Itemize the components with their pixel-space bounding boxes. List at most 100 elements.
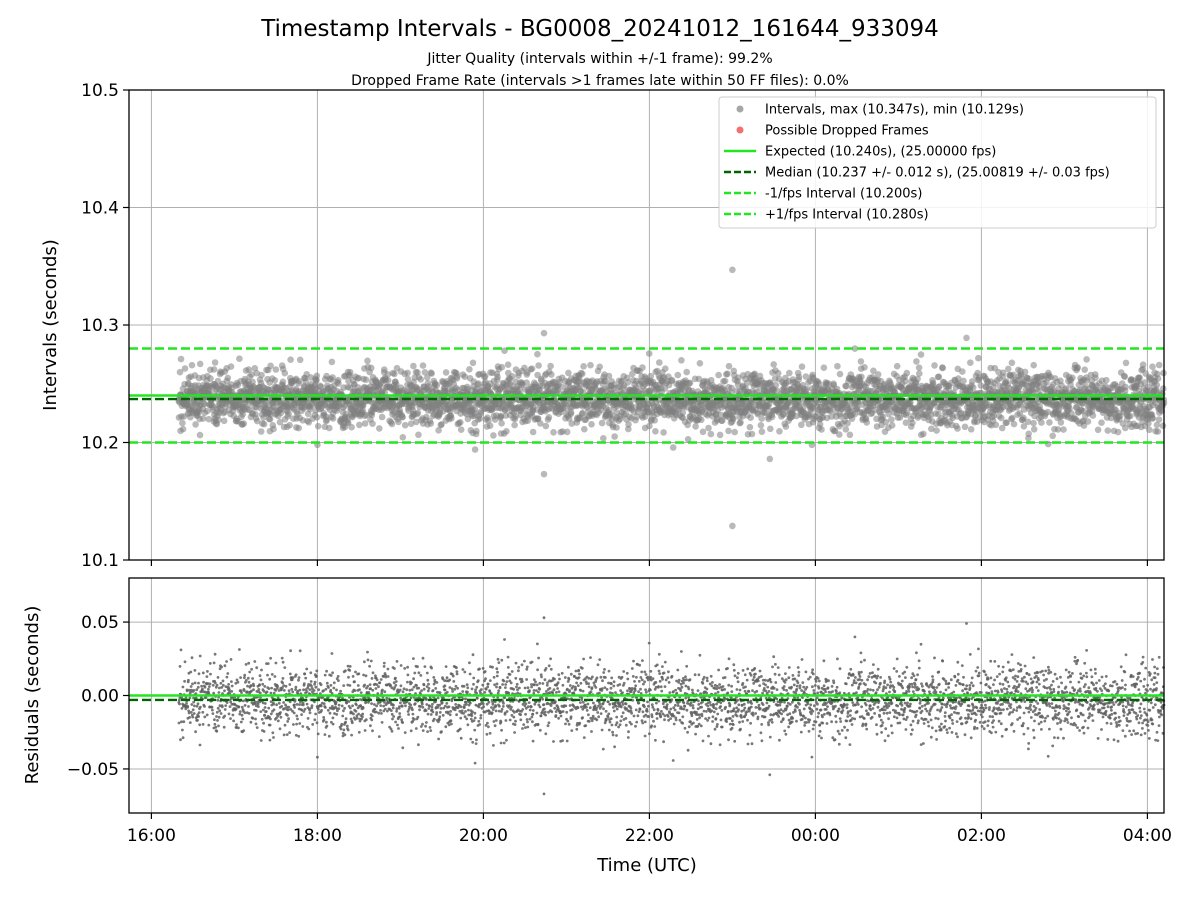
interval-point <box>692 423 699 430</box>
interval-point <box>404 369 411 377</box>
interval-point <box>1057 419 1065 426</box>
interval-point <box>748 430 756 438</box>
residual-point <box>316 732 320 736</box>
residual-point <box>180 720 183 724</box>
interval-point <box>699 428 707 436</box>
interval-point <box>457 419 464 426</box>
interval-point <box>758 428 766 436</box>
residual-point <box>377 735 381 738</box>
residual-point <box>291 690 295 694</box>
residual-point <box>201 723 205 726</box>
residual-point <box>342 728 346 732</box>
interval-point <box>295 377 303 385</box>
residual-point <box>189 710 193 714</box>
residual-point <box>344 720 347 724</box>
residual-point <box>197 711 201 714</box>
interval-point <box>227 363 235 370</box>
residual-point <box>223 708 227 711</box>
interval-point <box>179 425 187 433</box>
interval-point <box>511 421 518 429</box>
residual-point <box>196 702 200 706</box>
residual-point <box>332 686 336 690</box>
interval-point <box>846 431 854 439</box>
interval-point <box>1121 373 1129 381</box>
interval-point <box>391 370 398 378</box>
residual-point <box>182 720 186 724</box>
interval-point <box>1155 416 1163 423</box>
interval-point <box>818 426 825 433</box>
residual-point <box>313 680 317 684</box>
residual-point <box>217 691 221 694</box>
interval-point <box>656 359 663 366</box>
residual-point <box>196 685 200 689</box>
residual-point <box>326 708 330 712</box>
residual-point <box>223 664 227 668</box>
residual-point <box>215 683 219 687</box>
residual-point <box>193 681 197 685</box>
residual-point <box>184 696 188 700</box>
interval-point <box>428 370 435 377</box>
interval-point <box>679 409 687 416</box>
residual-point <box>348 684 352 687</box>
residual-point <box>213 718 216 722</box>
interval-point <box>314 422 322 430</box>
residual-point <box>218 686 221 690</box>
residual-point <box>366 684 370 688</box>
residual-point <box>194 730 198 734</box>
interval-point <box>782 423 790 430</box>
residual-point <box>305 667 309 671</box>
residual-point <box>297 734 301 738</box>
residual-point <box>351 704 354 708</box>
residual-point <box>266 662 270 665</box>
interval-point <box>547 362 554 370</box>
interval-point <box>427 420 435 427</box>
residual-point <box>269 691 273 695</box>
residual-point <box>276 719 280 723</box>
residual-point <box>221 679 225 683</box>
interval-point <box>272 366 280 373</box>
interval-point <box>786 369 793 377</box>
residual-point <box>209 672 212 676</box>
residual-point <box>303 707 307 711</box>
residual-point <box>275 703 278 707</box>
residual-point <box>337 707 341 710</box>
interval-point <box>276 418 284 426</box>
residual-point <box>263 702 267 705</box>
residual-point <box>262 708 265 712</box>
residual-point <box>199 705 202 709</box>
residual-point <box>247 661 251 665</box>
interval-point <box>296 356 304 364</box>
residual-point <box>310 684 313 688</box>
interval-point <box>565 369 572 377</box>
residual-point <box>364 718 368 722</box>
interval-point <box>494 373 501 381</box>
interval-point <box>917 351 925 358</box>
residual-point <box>311 723 315 726</box>
residual-point <box>268 677 272 681</box>
interval-point <box>279 378 287 386</box>
residual-point <box>308 688 312 691</box>
residual-point <box>216 676 220 679</box>
interval-point <box>758 415 765 422</box>
interval-point <box>342 410 350 418</box>
interval-point <box>192 421 199 428</box>
residual-point <box>258 683 261 687</box>
residual-point <box>298 649 302 653</box>
interval-point <box>286 421 293 429</box>
residual-point <box>373 707 377 711</box>
residual-point <box>283 723 287 727</box>
interval-point <box>540 329 548 337</box>
interval-point <box>729 522 736 530</box>
residual-point <box>298 688 302 692</box>
residual-point <box>293 706 296 709</box>
residual-point <box>201 671 205 675</box>
residual-point <box>322 689 325 693</box>
residual-point <box>263 685 267 688</box>
residual-point <box>294 673 298 677</box>
interval-point <box>287 356 294 364</box>
residual-point <box>181 728 184 732</box>
interval-point <box>486 422 494 430</box>
residual-point <box>314 712 317 716</box>
residual-point <box>240 713 244 717</box>
residual-point <box>293 698 297 702</box>
